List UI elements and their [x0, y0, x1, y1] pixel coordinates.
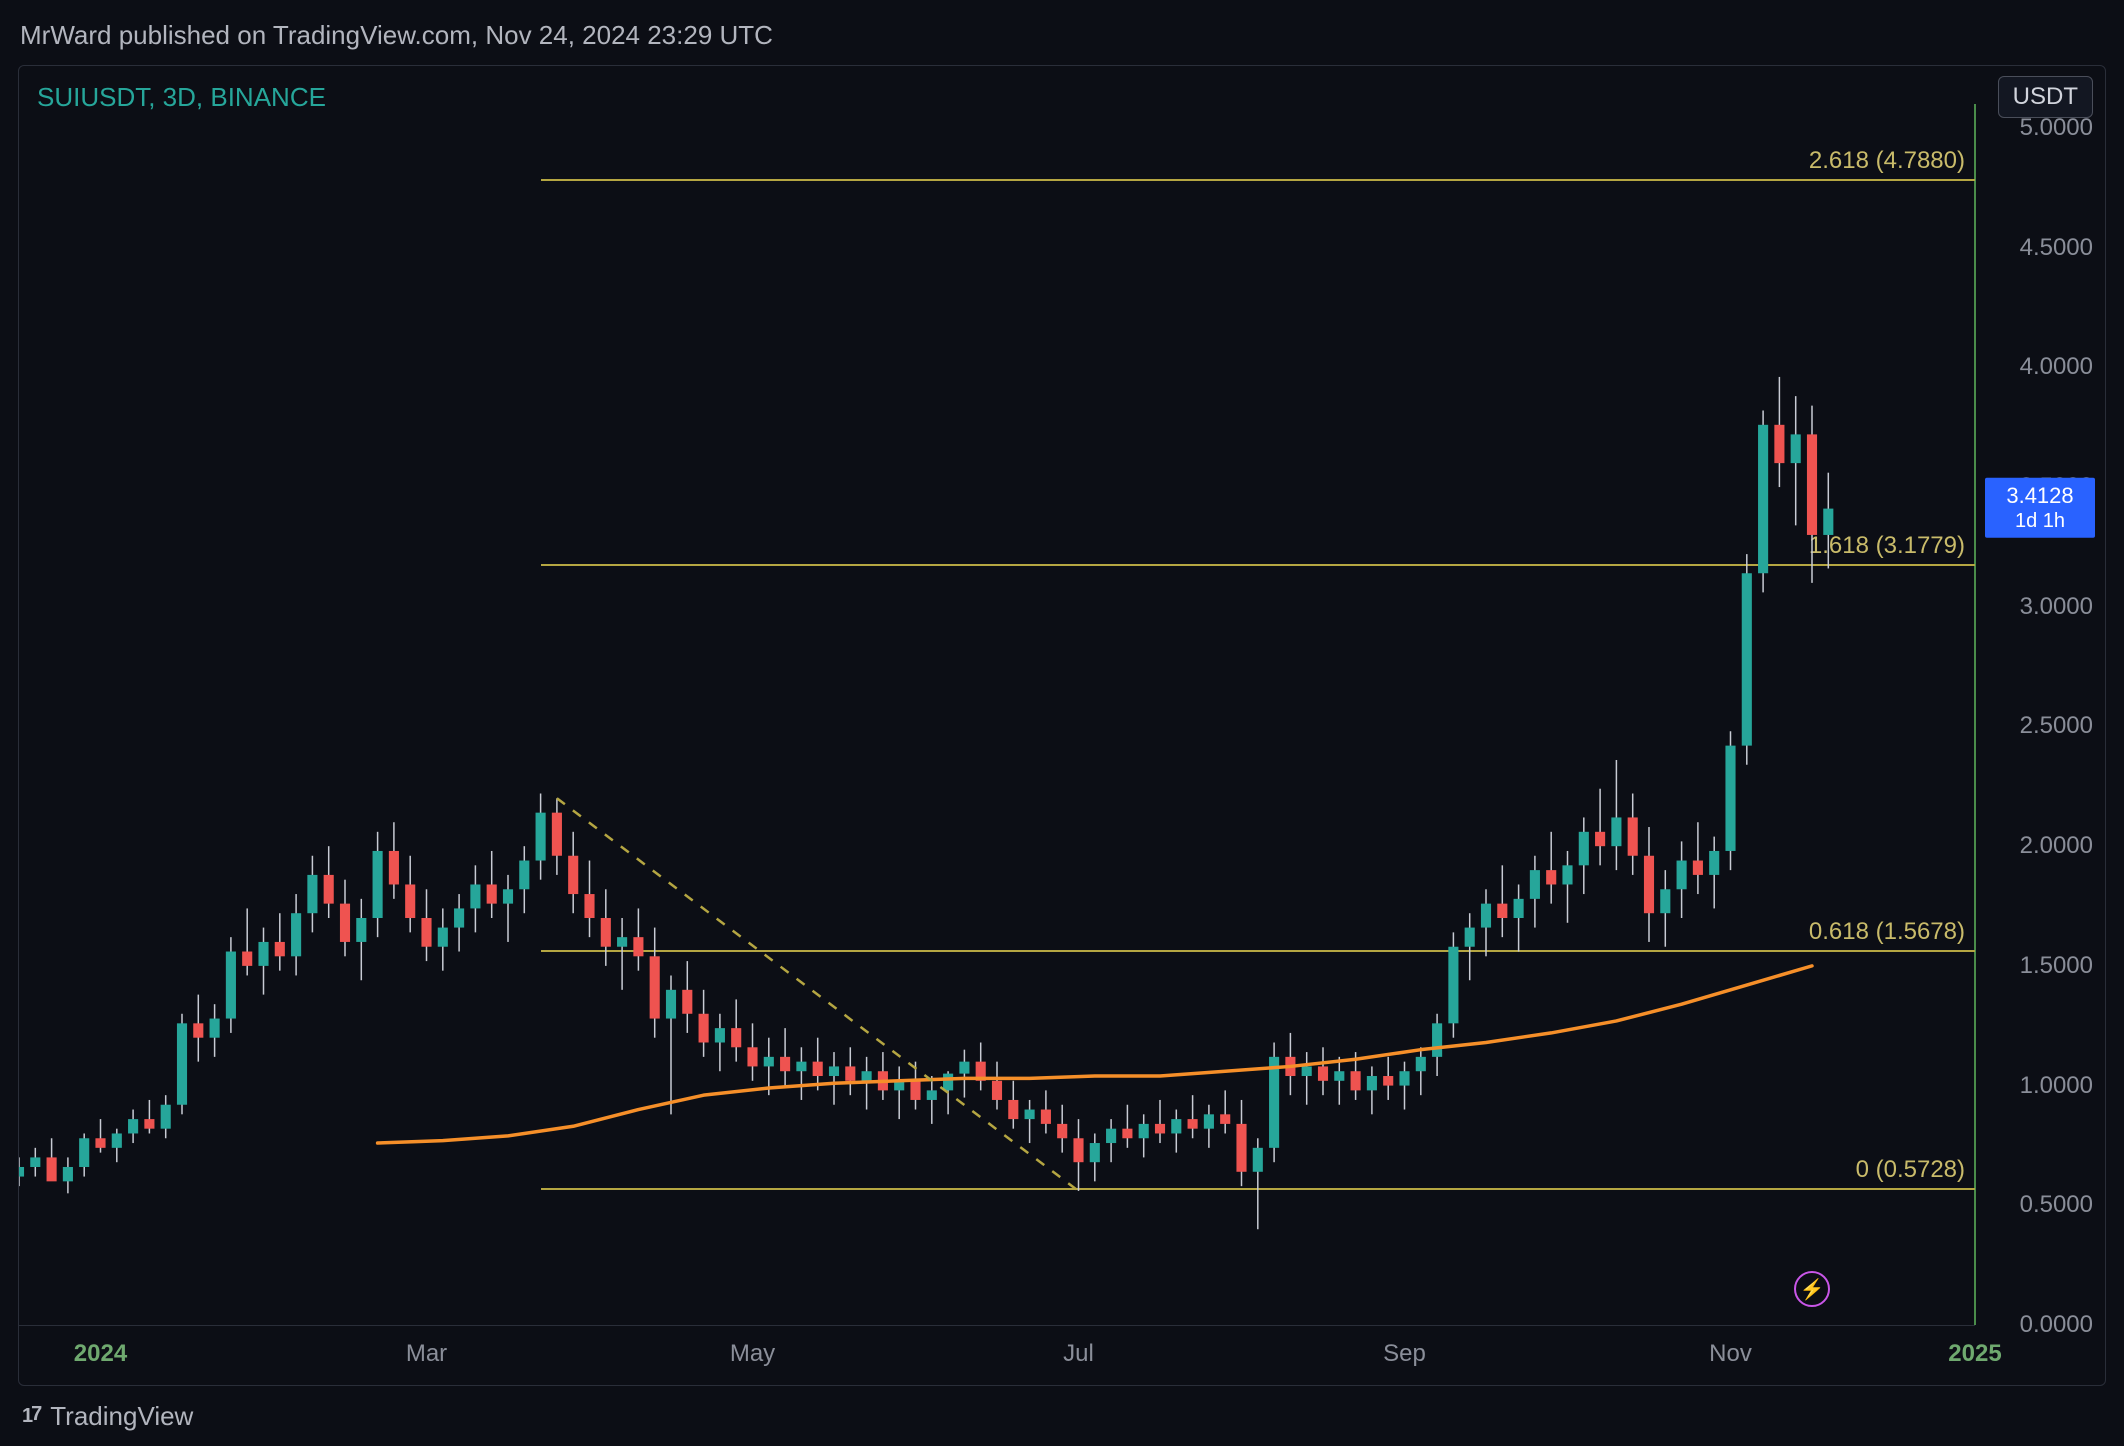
brand-text: TradingView	[50, 1401, 193, 1432]
y-tick: 2.0000	[2020, 832, 2093, 860]
x-tick: 2024	[74, 1340, 127, 1368]
countdown: 1d 1h	[1991, 509, 2089, 534]
x-tick: Jul	[1063, 1340, 1094, 1368]
y-tick: 0.0000	[2020, 1311, 2093, 1339]
x-tick: Sep	[1383, 1340, 1426, 1368]
chart-svg	[19, 104, 1975, 1325]
y-tick: 5.0000	[2020, 114, 2093, 142]
y-tick: 1.0000	[2020, 1072, 2093, 1100]
y-tick: 3.0000	[2020, 593, 2093, 621]
publish-header: MrWard published on TradingView.com, Nov…	[0, 0, 2124, 61]
y-axis[interactable]: 3.4128 1d 1h 0.00000.50001.00001.50002.0…	[1975, 104, 2105, 1325]
y-tick: 1.5000	[2020, 952, 2093, 980]
x-tick: 2025	[1948, 1340, 2001, 1368]
y-tick: 4.0000	[2020, 353, 2093, 381]
x-axis[interactable]: 2024MarMayJulSepNov2025	[19, 1325, 1975, 1385]
snapshot-lightning-icon[interactable]: ⚡	[1794, 1271, 1830, 1307]
last-price-badge: 3.4128 1d 1h	[1985, 478, 2095, 539]
tradingview-logo-icon: 17	[22, 1405, 40, 1428]
chart-area[interactable]: ⚡	[19, 104, 1975, 1325]
axis-unit-badge[interactable]: USDT	[1998, 76, 2093, 118]
last-price-value: 3.4128	[1991, 482, 2089, 510]
y-tick: 0.5000	[2020, 1191, 2093, 1219]
y-tick: 4.5000	[2020, 234, 2093, 262]
x-tick: May	[730, 1340, 775, 1368]
footer-brand: 17 TradingView	[22, 1401, 193, 1432]
y-tick: 2.5000	[2020, 712, 2093, 740]
chart-frame: SUIUSDT, 3D, BINANCE USDT ⚡ 3.4128 1d 1h…	[18, 65, 2106, 1386]
x-tick: Mar	[406, 1340, 447, 1368]
x-tick: Nov	[1709, 1340, 1752, 1368]
